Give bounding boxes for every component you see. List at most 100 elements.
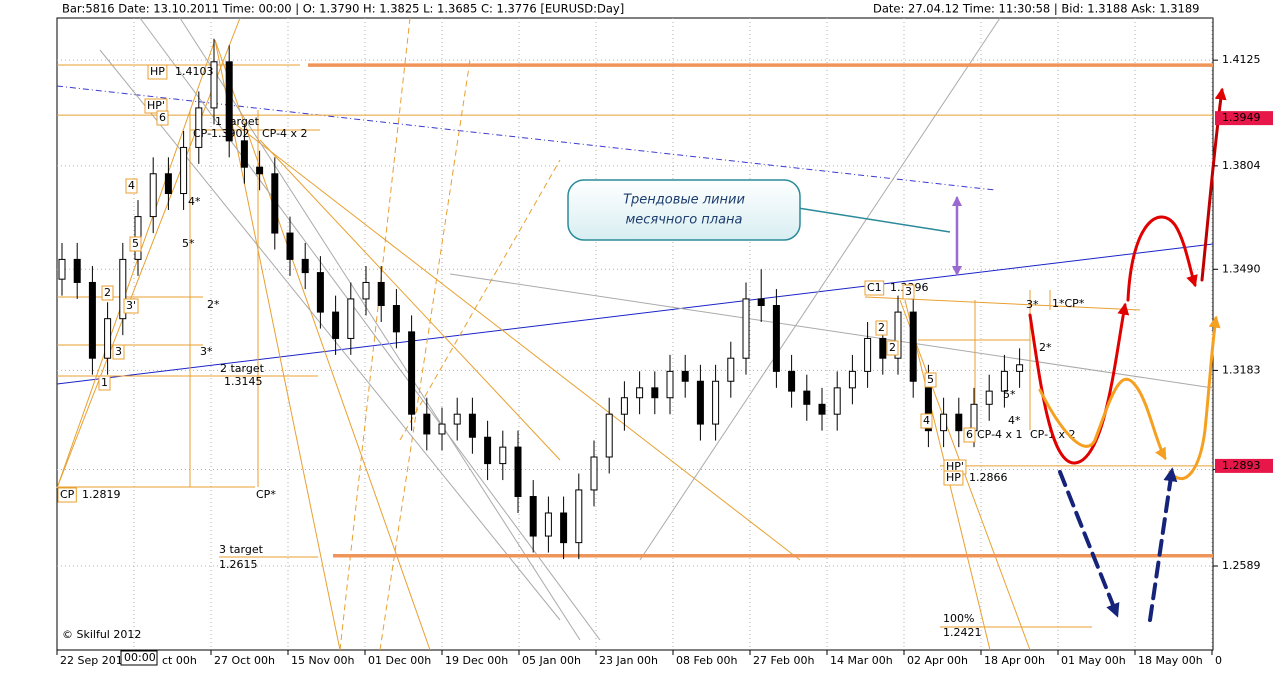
annotation: 1 target xyxy=(215,115,260,128)
x-tick-label: 18 May 00h xyxy=(1138,654,1203,667)
price-tag xyxy=(1215,458,1273,473)
annotation: 2 xyxy=(878,321,885,334)
candle-body xyxy=(742,298,750,359)
x-tick-label: 01 May 00h xyxy=(1061,654,1126,667)
copyright: © Skilful 2012 xyxy=(62,628,141,641)
annotation: 2* xyxy=(207,298,220,311)
x-tick-label: 27 Oct 00h xyxy=(214,654,275,667)
candle-body xyxy=(514,446,522,498)
candle-body xyxy=(833,387,841,415)
y-tick-label: 1.3804 xyxy=(1222,159,1261,172)
candle-body xyxy=(180,146,188,195)
callout-line: месячного плана xyxy=(625,213,742,228)
forecast-red-1 xyxy=(1028,302,1130,465)
annotation: CP-4 x 2 xyxy=(262,127,308,140)
x-tick-label: 27 Feb 00h xyxy=(753,654,814,667)
candle-body xyxy=(195,107,203,148)
annotation: 2* xyxy=(1039,341,1052,354)
cursor-label: 00:00 xyxy=(124,651,156,664)
x-tick-label: 0 xyxy=(1215,654,1222,667)
annotation: 3 xyxy=(905,285,912,298)
forecast-red-2 xyxy=(1126,215,1198,302)
header-left: Bar:5816 Date: 13.10.2011 Time: 00:00 | … xyxy=(62,2,624,16)
annotation: HP' xyxy=(946,460,964,473)
candle-body xyxy=(73,258,81,283)
candle-body xyxy=(757,298,765,307)
annotation-box xyxy=(147,64,168,80)
price-tag-label: 1.3949 xyxy=(1222,111,1261,124)
candle-body xyxy=(575,489,583,544)
annotation-box xyxy=(920,413,933,429)
candle-body xyxy=(651,387,659,399)
candle-body xyxy=(879,337,887,359)
y-tick-label: 1.3183 xyxy=(1222,363,1261,376)
y-tick-label: 1.3490 xyxy=(1222,262,1261,275)
annotation: CP-4 x 1 xyxy=(977,428,1023,441)
plot-frame xyxy=(56,17,1214,651)
annotation: 2 xyxy=(104,286,111,299)
candle-body xyxy=(544,512,552,537)
annotation: 1.3145 xyxy=(224,375,263,388)
x-tick-label: 23 Jan 00h xyxy=(599,654,658,667)
forecast-blue-1 xyxy=(1058,470,1120,618)
x-tick-label: 15 Nov 00h xyxy=(291,654,354,667)
annotation-box xyxy=(123,298,139,314)
annotation-box xyxy=(125,178,138,194)
candle-body xyxy=(468,413,476,438)
annotation: 3 target xyxy=(219,543,264,556)
annotation: 3 xyxy=(115,345,122,358)
candle-body xyxy=(712,380,720,425)
x-tick-label: 18 Apr 00h xyxy=(984,654,1045,667)
candle-body xyxy=(620,397,628,415)
candle-body xyxy=(301,258,309,274)
annotation-box xyxy=(924,372,937,388)
annotation: 1.4103 xyxy=(175,65,214,78)
candle-body xyxy=(438,423,446,435)
price-tag xyxy=(1215,111,1273,126)
annotation: 4* xyxy=(1008,414,1021,427)
candle-body xyxy=(210,61,218,109)
x-tick-label: 08 Feb 00h xyxy=(676,654,737,667)
candle-body xyxy=(484,436,492,465)
candle-body xyxy=(58,258,66,280)
annotation: 100% xyxy=(943,612,974,625)
annotation-box xyxy=(886,340,899,356)
candle-body xyxy=(727,357,735,382)
candle-body xyxy=(271,173,279,234)
annotation: 6 xyxy=(159,111,166,124)
annotation-box xyxy=(57,487,77,503)
y-tick-label: 1.4125 xyxy=(1222,53,1261,66)
annotation: 3* xyxy=(200,345,213,358)
candle-body xyxy=(529,496,537,537)
levels xyxy=(57,63,1213,558)
annotation-box xyxy=(963,427,976,443)
candle-body xyxy=(772,305,780,372)
x-tick-label: 19 Dec 00h xyxy=(445,654,508,667)
annotation: CP* xyxy=(256,488,276,501)
candle-body xyxy=(149,173,157,218)
candle-body xyxy=(256,166,264,175)
annotation: 4 xyxy=(128,179,135,192)
grid xyxy=(57,18,1213,650)
annotation-box xyxy=(902,284,915,300)
forecast-blue-2 xyxy=(1148,467,1178,622)
candle-body xyxy=(894,311,902,359)
x-tick-label: 14 Mar 00h xyxy=(830,654,893,667)
candle-body xyxy=(818,403,826,415)
annotation: 2 target xyxy=(220,362,265,375)
annotation-box xyxy=(875,320,888,336)
cursor-box xyxy=(120,650,158,666)
candle-body xyxy=(332,311,340,339)
annotation: 1*CP* xyxy=(1052,297,1085,310)
annotation: 3* xyxy=(1026,298,1039,311)
x-tick-label: 22 Sep 201 xyxy=(60,654,123,667)
candle-body xyxy=(985,390,993,405)
candle-body xyxy=(240,140,248,168)
annotation: 1.2819 xyxy=(82,488,121,501)
candle-body xyxy=(788,370,796,392)
annotation-box xyxy=(943,470,964,486)
header-right: Date: 27.04.12 Time: 11:30:58 | Bid: 1.3… xyxy=(873,2,1200,16)
candle-body xyxy=(970,403,978,432)
